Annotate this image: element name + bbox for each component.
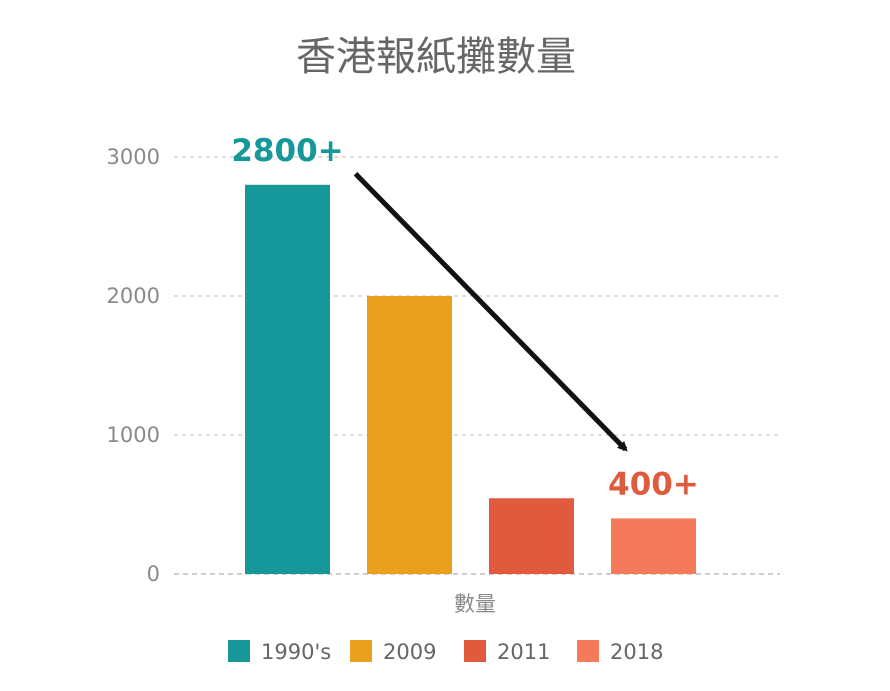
annotations: 2800+ 400+	[231, 133, 698, 503]
bar	[367, 296, 452, 574]
legend-swatch	[577, 640, 599, 662]
y-tick-label: 1000	[107, 423, 160, 447]
legend-swatch	[350, 640, 372, 662]
legend: 1990's 2009 2011 2018	[228, 640, 663, 664]
trend-arrow-icon	[353, 172, 628, 452]
bar	[611, 518, 696, 574]
legend-swatch	[464, 640, 486, 662]
data-label: 2800+	[231, 133, 343, 169]
bars	[245, 184, 696, 575]
y-axis-ticks: 0 1000 2000 3000	[107, 145, 160, 586]
chart-title: 香港報紙攤數量	[296, 34, 576, 80]
legend-label: 2011	[497, 640, 550, 664]
y-tick-label: 3000	[107, 145, 160, 169]
legend-label: 2009	[383, 640, 436, 664]
legend-swatch	[228, 640, 250, 662]
legend-label: 2018	[610, 640, 663, 664]
legend-label: 1990's	[261, 640, 331, 664]
data-label: 400+	[608, 466, 699, 502]
y-tick-label: 2000	[107, 284, 160, 308]
y-tick-label: 0	[147, 562, 160, 586]
x-axis-label: 數量	[454, 592, 496, 616]
bar	[489, 498, 574, 574]
bar	[245, 184, 330, 575]
